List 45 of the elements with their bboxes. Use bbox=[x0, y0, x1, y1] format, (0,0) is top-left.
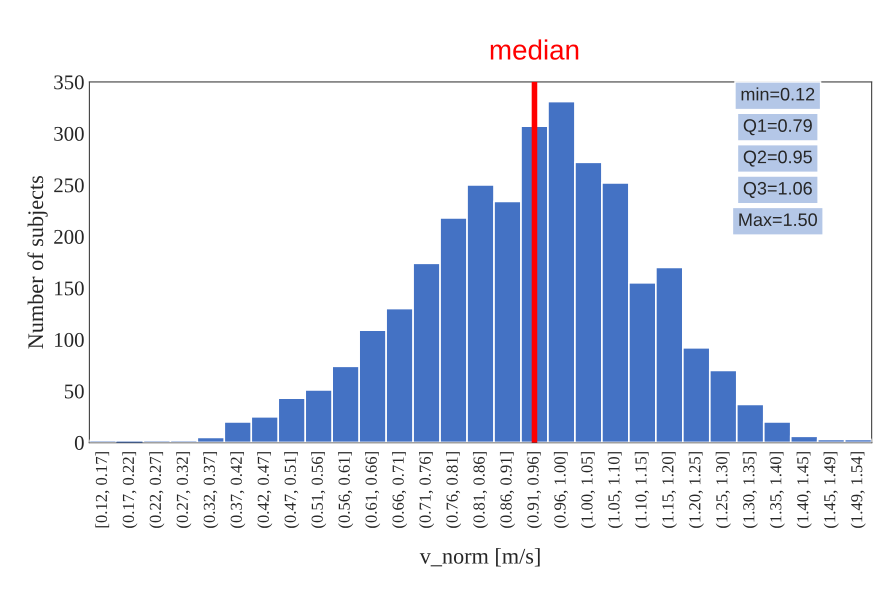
y-tick-label: 300 bbox=[54, 126, 84, 141]
annotation: Q1=0.79 bbox=[744, 119, 812, 136]
x-tick-label: (0.71, 0.76] bbox=[419, 452, 434, 528]
x-tick-label: (1.49, 1.54] bbox=[850, 452, 866, 528]
x-tick-label: (1.30, 1.35] bbox=[742, 452, 758, 528]
x-tick-label: (0.51, 0.56] bbox=[311, 452, 326, 528]
annotation: min=0.12 bbox=[742, 87, 814, 101]
y-axis-title: Number of subjects bbox=[27, 176, 48, 349]
x-tick-label: (1.15, 1.20] bbox=[662, 452, 677, 528]
annotation: Max=1.50 bbox=[739, 213, 817, 226]
x-tick-label: (1.20, 1.25] bbox=[688, 452, 704, 528]
x-tick-label: (1.35, 1.40] bbox=[770, 452, 785, 528]
x-tick-label: (1.40, 1.45] bbox=[796, 452, 812, 528]
x-axis-title: v_norm [m/s] bbox=[420, 548, 540, 566]
x-tick-label: (1.10, 1.15] bbox=[634, 452, 650, 528]
y-tick-label: 150 bbox=[55, 281, 84, 296]
y-tick-label: 100 bbox=[55, 332, 84, 347]
y-tick-label: 0 bbox=[74, 436, 84, 450]
x-tick-label: [0.12, 0.17] bbox=[95, 452, 110, 528]
x-tick-label: (0.27, 0.32] bbox=[176, 452, 192, 528]
x-tick-label: (0.37, 0.42] bbox=[230, 452, 246, 528]
x-tick-label: (1.25, 1.30] bbox=[716, 452, 731, 528]
x-tick-label: (0.56, 0.61] bbox=[338, 452, 354, 528]
ref-line-label: median bbox=[490, 39, 578, 60]
x-tick-label: (0.66, 0.71] bbox=[392, 452, 408, 528]
x-tick-label: (0.91, 0.96] bbox=[526, 452, 542, 528]
x-tick-label: (0.42, 0.47] bbox=[257, 452, 272, 528]
x-tick-label: (0.86, 0.91] bbox=[500, 452, 516, 528]
x-tick-label: (0.32, 0.37] bbox=[203, 452, 218, 528]
y-tick-label: 200 bbox=[54, 230, 84, 244]
y-tick-label: 50 bbox=[64, 384, 84, 398]
x-tick-label: (0.22, 0.27] bbox=[149, 452, 164, 528]
x-tick-label: (0.96, 1.00] bbox=[554, 452, 570, 528]
x-tick-label: (0.47, 0.51] bbox=[284, 452, 300, 528]
x-tick-label: (0.81, 0.86] bbox=[472, 452, 488, 528]
annotation: Q3=1.06 bbox=[744, 182, 812, 198]
y-tick-label: 350 bbox=[54, 75, 84, 90]
x-tick-label: (0.61, 0.66] bbox=[365, 452, 380, 528]
x-tick-label: (0.17, 0.22] bbox=[122, 452, 138, 528]
annotation: Q2=0.95 bbox=[744, 150, 812, 167]
x-tick-label: (0.76, 0.81] bbox=[446, 452, 462, 528]
y-tick-label: 250 bbox=[54, 178, 84, 192]
x-tick-label: (1.45, 1.49] bbox=[824, 452, 839, 528]
x-tick-label: (1.00, 1.05] bbox=[580, 452, 596, 528]
x-tick-label: (1.05, 1.10] bbox=[608, 452, 623, 528]
